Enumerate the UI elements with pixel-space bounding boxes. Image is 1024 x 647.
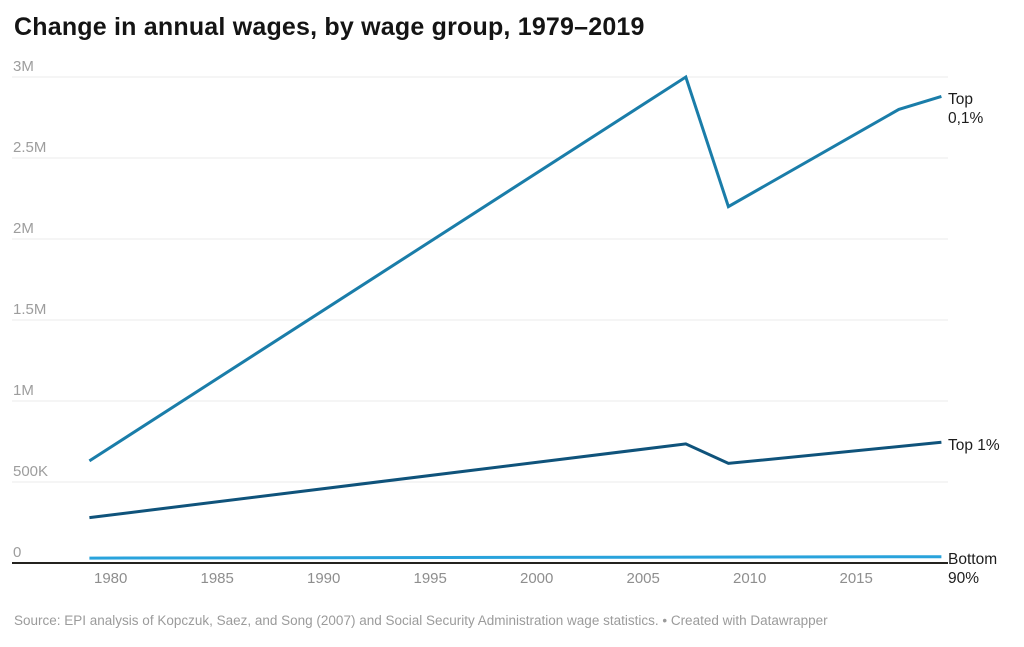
series-end-label-top-1: Top 1%: [948, 436, 1000, 454]
series-end-label-bottom-90: Bottom 90%: [948, 551, 998, 588]
x-tick-label: 1995: [414, 570, 447, 587]
y-tick-label: 3M: [13, 58, 34, 75]
y-tick-label: 500K: [13, 463, 48, 480]
x-tick-label: 2000: [520, 570, 553, 587]
series-line-bottom-90: [89, 555, 942, 560]
series-end-label-top-0-1: Top 0,1%: [948, 90, 984, 127]
x-tick-label: 1980: [94, 570, 127, 587]
source-attribution: Source: EPI analysis of Kopczuk, Saez, a…: [14, 613, 828, 628]
x-tick-label: 2005: [627, 570, 660, 587]
series-line-top-0-1: [88, 74, 942, 463]
x-tick-label: 1990: [307, 570, 340, 587]
series-line-top-1: [89, 440, 942, 520]
chart-title: Change in annual wages, by wage group, 1…: [14, 13, 645, 41]
y-tick-label: 2.5M: [13, 139, 46, 156]
y-tick-label: 1.5M: [13, 301, 46, 318]
y-tick-label: 1M: [13, 382, 34, 399]
x-tick-label: 1985: [201, 570, 234, 587]
x-tick-label: 2015: [840, 570, 873, 587]
y-tick-label: 2M: [13, 220, 34, 237]
x-tick-label: 2010: [733, 570, 766, 587]
y-tick-label: 0: [13, 544, 21, 561]
